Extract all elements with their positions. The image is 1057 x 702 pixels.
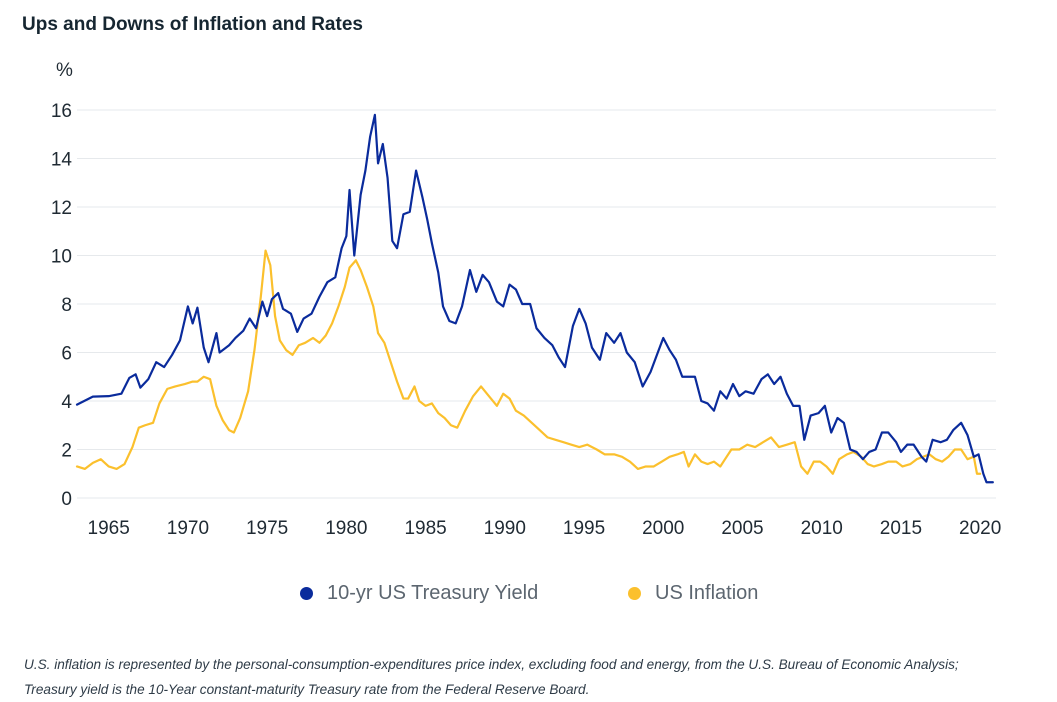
legend-item-treasury-yield[interactable]: 10-yr US Treasury Yield — [300, 582, 538, 605]
legend-item-us-inflation[interactable]: US Inflation — [628, 582, 758, 605]
x-tick-label-2015: 2015 — [880, 518, 922, 539]
y-tick-label-12: 12 — [51, 198, 72, 219]
y-tick-label-6: 6 — [61, 344, 72, 365]
x-tick-label-2010: 2010 — [801, 518, 843, 539]
y-tick-label-16: 16 — [51, 101, 72, 122]
x-tick-label-2005: 2005 — [721, 518, 763, 539]
series-line-us-inflation — [75, 249, 982, 475]
x-tick-label-2000: 2000 — [642, 518, 684, 539]
chart-title: Ups and Downs of Inflation and Rates — [22, 14, 363, 35]
y-axis-unit-label: % — [56, 60, 73, 81]
y-tick-label-4: 4 — [61, 392, 72, 413]
x-tick-label-1970: 1970 — [167, 518, 209, 539]
y-tick-label-14: 14 — [51, 150, 73, 171]
series-line-treasury-yield — [75, 113, 994, 484]
x-tick-label-1980: 1980 — [325, 518, 367, 539]
footnote-line-1: U.S. inflation is represented by the per… — [24, 657, 959, 672]
x-axis-ticks: 1965 1970 1975 1980 1985 1990 1995 2000 2005 2010… — [88, 518, 1002, 539]
footnote-line-2: Treasury yield is the 10-Year constant-m… — [24, 682, 590, 697]
x-tick-label-1995: 1995 — [563, 518, 605, 539]
y-tick-label-10: 10 — [51, 247, 72, 268]
y-tick-label-2: 2 — [61, 441, 72, 462]
x-tick-label-1985: 1985 — [404, 518, 446, 539]
legend-dot-inflation — [628, 587, 641, 600]
y-tick-label-8: 8 — [61, 295, 72, 316]
legend-label-treasury: 10-yr US Treasury Yield — [327, 582, 539, 604]
legend-dot-treasury — [300, 587, 313, 600]
legend-label-inflation: US Inflation — [655, 582, 759, 604]
x-tick-label-1965: 1965 — [88, 518, 130, 539]
x-tick-label-2020: 2020 — [959, 518, 1001, 539]
footnote: U.S. inflation is represented by the per… — [24, 652, 1054, 702]
y-axis-label-group: % — [56, 60, 73, 81]
series-lines — [75, 113, 994, 484]
line-chart: % 0 2 4 6 8 10 12 14 16 1965 1970 1975 1980 1985 1990… — [51, 60, 1002, 539]
gridlines — [77, 109, 996, 499]
x-tick-label-1990: 1990 — [484, 518, 526, 539]
legend: 10-yr US Treasury Yield US Inflation — [0, 578, 1057, 614]
y-axis-ticks: 0 2 4 6 8 10 12 14 16 — [51, 101, 73, 510]
x-tick-label-1975: 1975 — [246, 518, 288, 539]
y-tick-label-0: 0 — [61, 489, 72, 510]
